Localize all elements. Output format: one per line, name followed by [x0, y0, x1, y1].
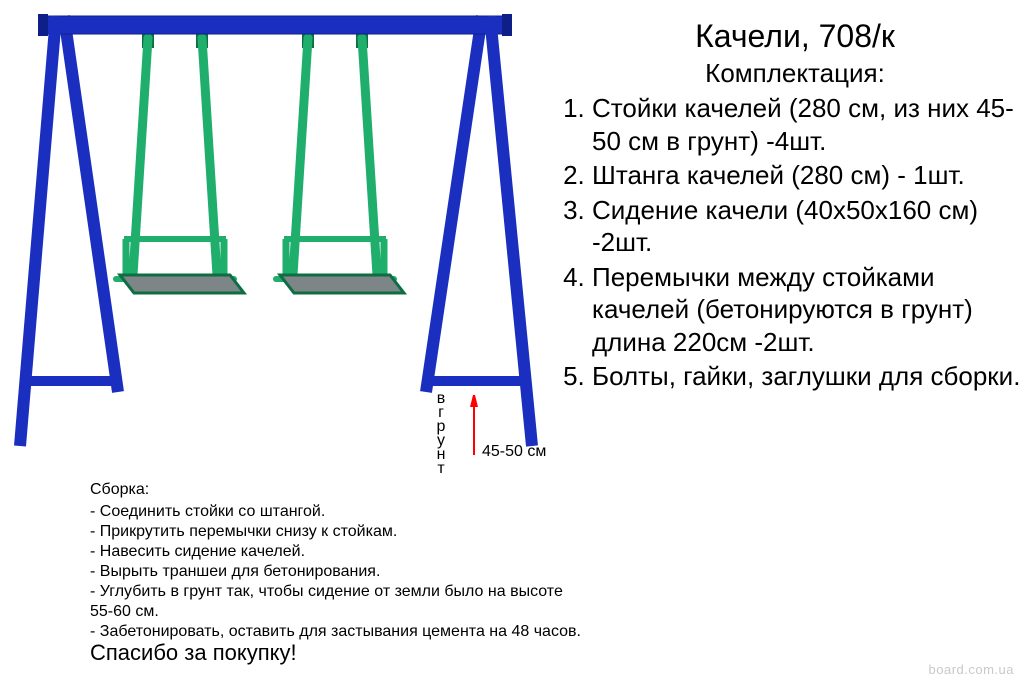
product-sheet: в г р у н т 45-50 см Качели, 708/к Компл… [0, 0, 1024, 683]
product-title: Качели, 708/к [580, 18, 1010, 55]
thank-you: Спасибо за покупку! [90, 640, 297, 666]
spec-item: Перемычки между стойками качелей (бетони… [592, 261, 1024, 359]
spec-subtitle: Комплектация: [580, 58, 1010, 89]
spec-item: Сидение качели (40х50х160 см) -2шт. [592, 194, 1024, 259]
assembly-step: Соединить стойки со штангой. [90, 502, 590, 522]
assembly-step: Углубить в грунт так, чтобы сидение от з… [90, 582, 590, 622]
assembly-step: Забетонировать, оставить для застывания … [90, 622, 590, 642]
specification-list: Стойки качелей (280 см, из них 45-50 см … [560, 92, 1024, 395]
assembly-steps: Соединить стойки со штангой.Прикрутить п… [90, 502, 590, 642]
assembly-block: Сборка: Соединить стойки со штангой.Прик… [90, 480, 590, 644]
assembly-step: Навесить сидение качелей. [90, 542, 590, 562]
spec-item: Штанга качелей (280 см) - 1шт. [592, 159, 1024, 192]
spec-item: Болты, гайки, заглушки для сборки. [592, 360, 1024, 393]
spec-item: Стойки качелей (280 см, из них 45-50 см … [592, 92, 1024, 157]
assembly-step: Вырыть траншеи для бетонирования. [90, 562, 590, 582]
assembly-step: Прикрутить перемычки снизу к стойкам. [90, 522, 590, 542]
depth-direction-label: в г р у н т [432, 392, 450, 476]
depth-value: 45-50 см [482, 443, 546, 461]
watermark: board.com.ua [929, 662, 1015, 677]
assembly-title: Сборка: [90, 480, 590, 500]
